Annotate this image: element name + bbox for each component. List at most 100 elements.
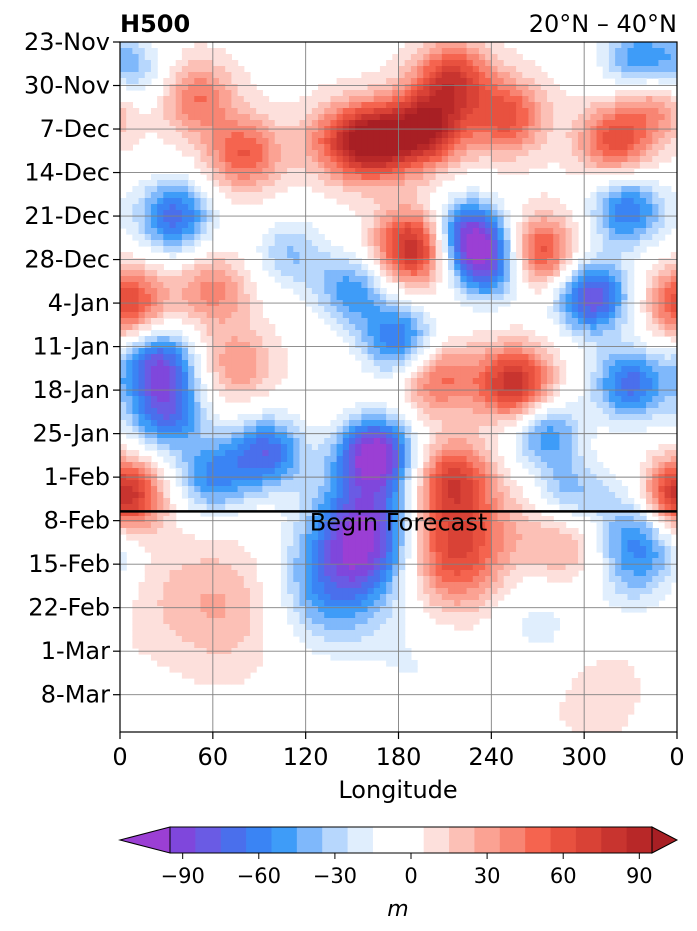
field-cell (410, 240, 418, 247)
field-cell (584, 432, 591, 439)
field-cell (553, 132, 561, 139)
field-cell (342, 264, 350, 271)
field-cell (460, 90, 468, 97)
field-cell (150, 216, 158, 223)
field-cell (379, 174, 387, 181)
field-cell (144, 402, 152, 409)
field-cell (577, 120, 585, 127)
field-cell (621, 42, 629, 49)
field-cell (596, 336, 604, 343)
field-cell (497, 144, 505, 151)
field-cell (559, 150, 567, 157)
field-cell (225, 138, 232, 145)
field-cell (639, 150, 647, 157)
field-cell (658, 54, 666, 61)
field-cell (448, 96, 455, 103)
field-cell (516, 384, 523, 391)
field-cell (522, 156, 530, 163)
field-cell (212, 60, 220, 67)
field-cell (120, 396, 127, 403)
field-cell (658, 66, 666, 73)
field-cell (169, 180, 177, 187)
field-cell (120, 330, 127, 337)
field-cell (169, 426, 177, 433)
field-cell (652, 354, 660, 361)
field-cell (206, 174, 214, 181)
field-cell (206, 210, 214, 217)
field-cell (287, 138, 294, 145)
field-cell (274, 222, 282, 229)
field-cell (163, 102, 171, 109)
field-cell (448, 72, 455, 79)
field-cell (448, 144, 455, 151)
field-cell (361, 276, 369, 283)
field-cell (417, 270, 424, 277)
field-cell (274, 150, 282, 157)
field-cell (379, 234, 387, 241)
field-cell (528, 72, 536, 79)
field-cell (311, 102, 319, 109)
field-cell (367, 240, 375, 247)
field-cell (602, 168, 610, 175)
field-cell (262, 144, 270, 151)
field-cell (144, 456, 152, 463)
field-cell (423, 276, 431, 283)
field-cell (602, 102, 610, 109)
field-cell (367, 198, 375, 205)
field-cell (534, 78, 542, 85)
field-cell (373, 408, 381, 415)
field-cell (429, 54, 437, 61)
field-cell (522, 426, 530, 433)
field-cell (503, 90, 511, 97)
field-cell (460, 108, 468, 115)
field-cell (157, 222, 164, 229)
field-cell (633, 216, 641, 223)
field-cell (472, 60, 480, 67)
field-cell (577, 324, 585, 331)
field-cell (441, 222, 449, 229)
field-cell (509, 372, 517, 379)
field-cell (565, 426, 573, 433)
field-cell (157, 192, 164, 199)
field-cell (212, 288, 220, 295)
field-cell (435, 156, 443, 163)
field-cell (528, 372, 536, 379)
field-cell (460, 288, 468, 295)
field-cell (429, 222, 437, 229)
field-cell (615, 414, 622, 421)
field-cell (584, 402, 591, 409)
field-cell (540, 384, 548, 391)
field-cell (175, 444, 183, 451)
field-cell (509, 420, 517, 427)
field-cell (615, 234, 622, 241)
field-cell (348, 138, 356, 145)
field-cell (348, 312, 356, 319)
field-cell (361, 312, 369, 319)
field-cell (460, 432, 468, 439)
field-cell (262, 342, 270, 349)
field-cell (200, 60, 208, 67)
field-cell (534, 258, 542, 265)
field-cell (157, 408, 164, 415)
field-cell (423, 402, 431, 409)
field-cell (627, 342, 635, 349)
field-cell (256, 198, 263, 205)
field-cell (274, 138, 282, 145)
field-cell (386, 324, 393, 331)
field-cell (590, 108, 598, 115)
field-cell (670, 360, 677, 367)
field-cell (472, 432, 480, 439)
field-cell (491, 354, 499, 361)
field-cell (138, 216, 146, 223)
field-cell (274, 108, 282, 115)
field-cell (509, 366, 517, 373)
field-cell (175, 396, 183, 403)
field-cell (491, 306, 499, 313)
field-cell (243, 78, 251, 85)
field-cell (670, 384, 677, 391)
field-cell (404, 198, 412, 205)
field-cell (150, 288, 158, 295)
field-cell (367, 288, 375, 295)
field-cell (559, 264, 567, 271)
field-cell (138, 186, 146, 193)
